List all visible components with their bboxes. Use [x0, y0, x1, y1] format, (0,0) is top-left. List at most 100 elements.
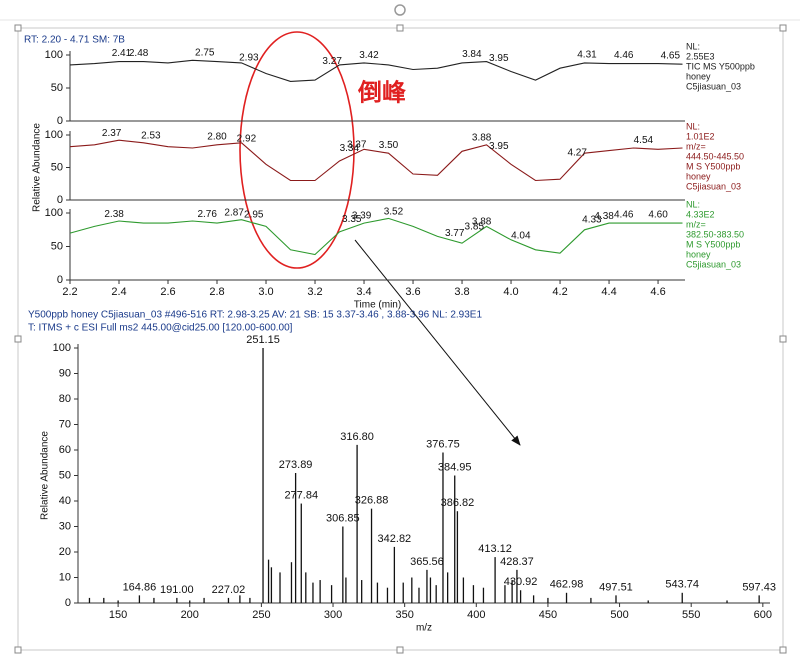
x-tick-label: 450: [539, 609, 557, 621]
peak-label: 2.75: [195, 48, 215, 59]
peak-label: 4.65: [661, 51, 681, 62]
resize-handle[interactable]: [14, 24, 22, 32]
x-tick-label: 400: [467, 609, 485, 621]
y-tick-label: 70: [59, 418, 71, 430]
peak-label: 3.39: [352, 211, 372, 222]
peak-label: 365.56: [410, 556, 444, 568]
peak-label: 376.75: [426, 438, 460, 450]
y-tick-label: 50: [51, 161, 63, 173]
trace-info: 2.55E3: [686, 51, 715, 61]
x-tick-label: 3.0: [258, 286, 273, 298]
peak-label: 3.95: [489, 53, 509, 64]
trace-info: TIC MS Y500ppb: [686, 61, 755, 71]
trace-info: honey: [686, 249, 711, 259]
peak-label: 386.82: [441, 497, 475, 509]
y-tick-label: 100: [53, 342, 71, 354]
peak-label: 3.35: [342, 214, 362, 225]
resize-handle[interactable]: [396, 24, 404, 32]
peak-label: 430.92: [504, 576, 538, 588]
trace: [69, 59, 683, 82]
y-tick-label: 30: [59, 520, 71, 532]
x-tick-label: 3.6: [405, 286, 420, 298]
x-tick-label: 4.4: [601, 286, 616, 298]
peak-label: 3.84: [462, 49, 482, 60]
trace-info: honey: [686, 71, 711, 81]
resize-handle[interactable]: [779, 24, 787, 32]
resize-handle[interactable]: [14, 335, 22, 343]
peak-label: 413.12: [478, 543, 512, 555]
peak-label: 342.82: [378, 533, 412, 545]
rt-header: RT: 2.20 - 4.71 SM: 7B: [24, 35, 125, 46]
peak-label: 4.27: [567, 148, 587, 159]
y-tick-label: 0: [57, 194, 63, 206]
trace-info: C5jiasuan_03: [686, 81, 741, 91]
x-tick-label: 2.6: [160, 286, 175, 298]
peak-label: 3.85: [465, 221, 485, 232]
peak-label: 3.88: [472, 133, 492, 144]
peak-label: 3.27: [322, 56, 342, 67]
x-tick-label: 2.4: [111, 286, 126, 298]
peak-label: 273.89: [279, 459, 313, 471]
trace-info: 1.01E2: [686, 131, 715, 141]
peak-label: 164.86: [123, 581, 157, 593]
y-tick-label: 0: [57, 115, 63, 127]
y-axis-title: Relative Abundance: [32, 123, 43, 212]
trace-info: 382.50-383.50: [686, 229, 744, 239]
trace-info: m/z=: [686, 219, 706, 229]
peak-label: 251.15: [246, 334, 280, 346]
resize-handle[interactable]: [779, 646, 787, 654]
x-tick-label: 200: [181, 609, 199, 621]
peak-label: 3.52: [384, 207, 404, 218]
y-tick-label: 100: [45, 207, 63, 219]
resize-handle[interactable]: [396, 646, 404, 654]
trace-info: NL:: [686, 41, 700, 51]
y-tick-label: 90: [59, 367, 71, 379]
trace-info: C5jiasuan_03: [686, 259, 741, 269]
rotate-handle[interactable]: [394, 4, 406, 16]
peak-label: 462.98: [550, 579, 584, 591]
y-tick-label: 20: [59, 546, 71, 558]
x-tick-label: 3.4: [356, 286, 371, 298]
highlight-ellipse: [239, 31, 355, 269]
scan-header: Y500ppb honey C5jiasuan_03 #496-516 RT: …: [28, 310, 482, 321]
x-tick-label: 250: [252, 609, 270, 621]
peak-label: 2.37: [102, 128, 122, 139]
annotation-text: 倒峰: [357, 78, 406, 106]
peak-label: 3.95: [489, 141, 509, 152]
y-tick-label: 50: [51, 240, 63, 252]
trace-info: C5jiasuan_03: [686, 181, 741, 191]
peak-label: 3.77: [445, 228, 465, 239]
trace-info: M S Y500ppb: [686, 161, 740, 171]
peak-label: 4.46: [614, 210, 634, 221]
resize-handle[interactable]: [14, 646, 22, 654]
peak-label: 3.50: [379, 140, 399, 151]
trace: [69, 217, 683, 256]
peak-label: 2.92: [237, 134, 257, 145]
peak-label: 4.38: [594, 211, 614, 222]
y-tick-label: 100: [45, 49, 63, 61]
trace-info: NL:: [686, 199, 700, 209]
peak-label: 2.53: [141, 131, 161, 142]
y-tick-label: 80: [59, 393, 71, 405]
x-tick-label: 300: [324, 609, 342, 621]
peak-label: 2.48: [129, 48, 149, 59]
peak-label: 428.37: [500, 556, 534, 568]
trace-info: M S Y500ppb: [686, 239, 740, 249]
peak-label: 3.34: [340, 143, 360, 154]
peak-label: 497.51: [599, 581, 633, 593]
x-tick-label: 2.2: [62, 286, 77, 298]
peak-label: 4.31: [577, 50, 597, 61]
peak-label: 384.95: [438, 461, 472, 473]
resize-handle[interactable]: [779, 335, 787, 343]
y-tick-label: 40: [59, 495, 71, 507]
x-tick-label: 4.6: [650, 286, 665, 298]
x-axis-title: Time (min): [354, 300, 401, 311]
x-tick-label: 350: [395, 609, 413, 621]
peak-label: 2.93: [239, 53, 259, 64]
trace-info: NL:: [686, 121, 700, 131]
peak-label: 2.41: [112, 48, 132, 59]
peak-label: 2.95: [244, 210, 264, 221]
x-tick-label: 550: [682, 609, 700, 621]
y-tick-label: 0: [65, 597, 71, 609]
